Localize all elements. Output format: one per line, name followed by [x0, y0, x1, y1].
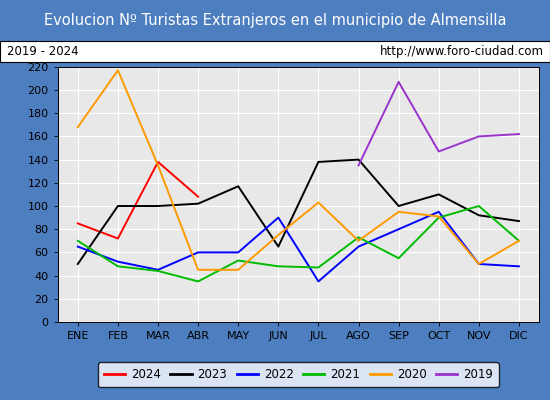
Legend: 2024, 2023, 2022, 2021, 2020, 2019: 2024, 2023, 2022, 2021, 2020, 2019 [98, 362, 499, 387]
Text: 2019 - 2024: 2019 - 2024 [7, 45, 78, 58]
Text: Evolucion Nº Turistas Extranjeros en el municipio de Almensilla: Evolucion Nº Turistas Extranjeros en el … [44, 14, 506, 28]
Text: http://www.foro-ciudad.com: http://www.foro-ciudad.com [379, 45, 543, 58]
